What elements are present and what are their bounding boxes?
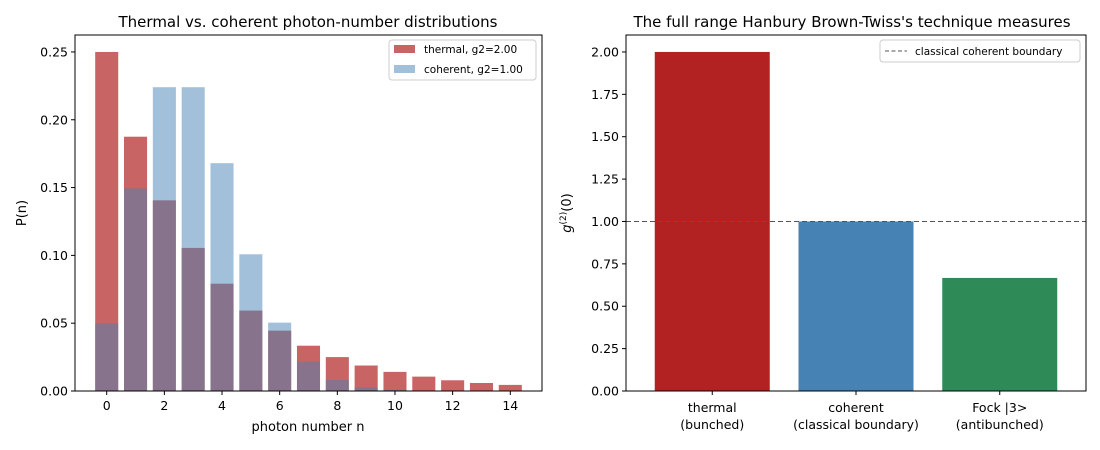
x-tick-label: 14 [502,398,518,413]
bar-thermal-n0 [95,51,119,391]
bar-coherent-n9 [354,387,378,391]
panel1-frame [74,34,543,392]
x-category-label: thermal [688,400,737,415]
bar-thermal-n13 [469,382,493,391]
y-tick-label: 0.10 [40,248,68,263]
bar-coherent-n5 [239,254,263,391]
legend-swatch-coherent [394,65,415,73]
x-tick-label: 0 [103,398,111,413]
bar-thermal-n11 [412,376,436,391]
y-tick-label: 0.20 [40,112,68,127]
bar-thermal-n14 [498,384,522,391]
panel1-xlabel: photon number n [252,420,365,435]
x-tick-label: 6 [276,398,284,413]
bar-thermal-n12 [441,380,465,391]
bar-thermal-n10 [383,371,407,391]
bar-coherent-n7 [296,361,321,391]
bar-coherent-n1 [124,188,148,391]
y-tick-label: 0.00 [40,384,68,399]
y-tick-label: 0.25 [591,341,619,356]
panel2-legend-box [879,39,1081,63]
bar-coherent-n6 [268,322,292,391]
legend-label-boundary: classical coherent boundary [915,46,1062,58]
panel1-bars [95,51,522,392]
ylabel-tail: (0) [560,193,575,211]
bar-thermal [654,51,770,391]
y-tick-label: 1.50 [591,129,619,144]
y-tick-label: 2.00 [591,44,619,59]
g2-comparison-panel: The full range Hanbury Brown-Twiss's tec… [559,13,1087,432]
legend-label-coherent: coherent, g2=1.00 [424,64,523,76]
y-tick-label: 0.50 [591,299,619,314]
panel2-ticks: thermal (bunched) coherent (classical bound… [591,44,1044,432]
bar-coherent-n4 [210,163,234,391]
panel2-ylabel: g(2)(0) [559,193,575,232]
y-tick-label: 0.00 [591,384,619,399]
y-tick-label: 1.25 [591,172,619,187]
bar-coherent-n3 [181,87,205,392]
panel2-frame [625,34,1087,392]
panel1-legend: thermal, g2=2.00 coherent, g2=1.00 [388,39,537,81]
bar-fock [942,277,1058,391]
bar-thermal-n9 [354,365,378,391]
y-tick-label: 0.05 [40,316,68,331]
x-category-label: coherent [828,400,884,415]
x-tick-label: 4 [218,398,226,413]
legend-label-thermal: thermal, g2=2.00 [424,44,517,56]
x-category-label: (bunched) [680,417,744,432]
x-tick-label: 12 [445,398,461,413]
panel1-ticks: 0 2 4 6 8 10 12 14 0.00 0.05 0.10 0.15 0.20 0.25 [40,44,518,413]
ylabel-base: g [560,224,575,232]
panel1-title: Thermal vs. coherent photon-number distr… [118,13,498,31]
y-tick-label: 1.00 [591,214,619,229]
y-tick-label: 0.25 [40,44,68,59]
x-category-label: (classical boundary) [793,417,919,432]
bar-coherent-n10 [383,389,407,391]
panel1-legend-box [388,39,537,81]
photon-distribution-panel: Thermal vs. coherent photon-number distr… [15,13,543,435]
ylabel-sup: (2) [559,212,569,225]
y-tick-label: 1.75 [591,87,619,102]
panel2-title: The full range Hanbury Brown-Twiss's tec… [632,13,1070,31]
panel2-legend: classical coherent boundary [879,39,1081,63]
bar-coherent-n8 [325,380,349,391]
y-tick-label: 0.15 [40,180,68,195]
legend-swatch-thermal [394,45,415,53]
bar-coherent-n0 [95,323,119,391]
x-tick-label: 10 [387,398,403,413]
x-tick-label: 8 [333,398,341,413]
panel1-ylabel: P(n) [15,200,30,226]
x-category-label: (antibunched) [956,417,1044,432]
y-tick-label: 0.75 [591,256,619,271]
bar-coherent-n2 [152,87,176,392]
x-tick-label: 2 [160,398,168,413]
bar-coherent [798,221,914,391]
x-category-label: Fock |3> [972,400,1027,415]
